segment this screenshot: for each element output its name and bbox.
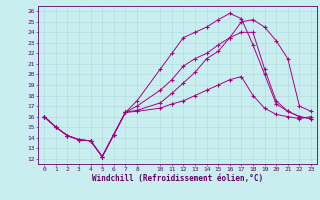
X-axis label: Windchill (Refroidissement éolien,°C): Windchill (Refroidissement éolien,°C) <box>92 174 263 183</box>
